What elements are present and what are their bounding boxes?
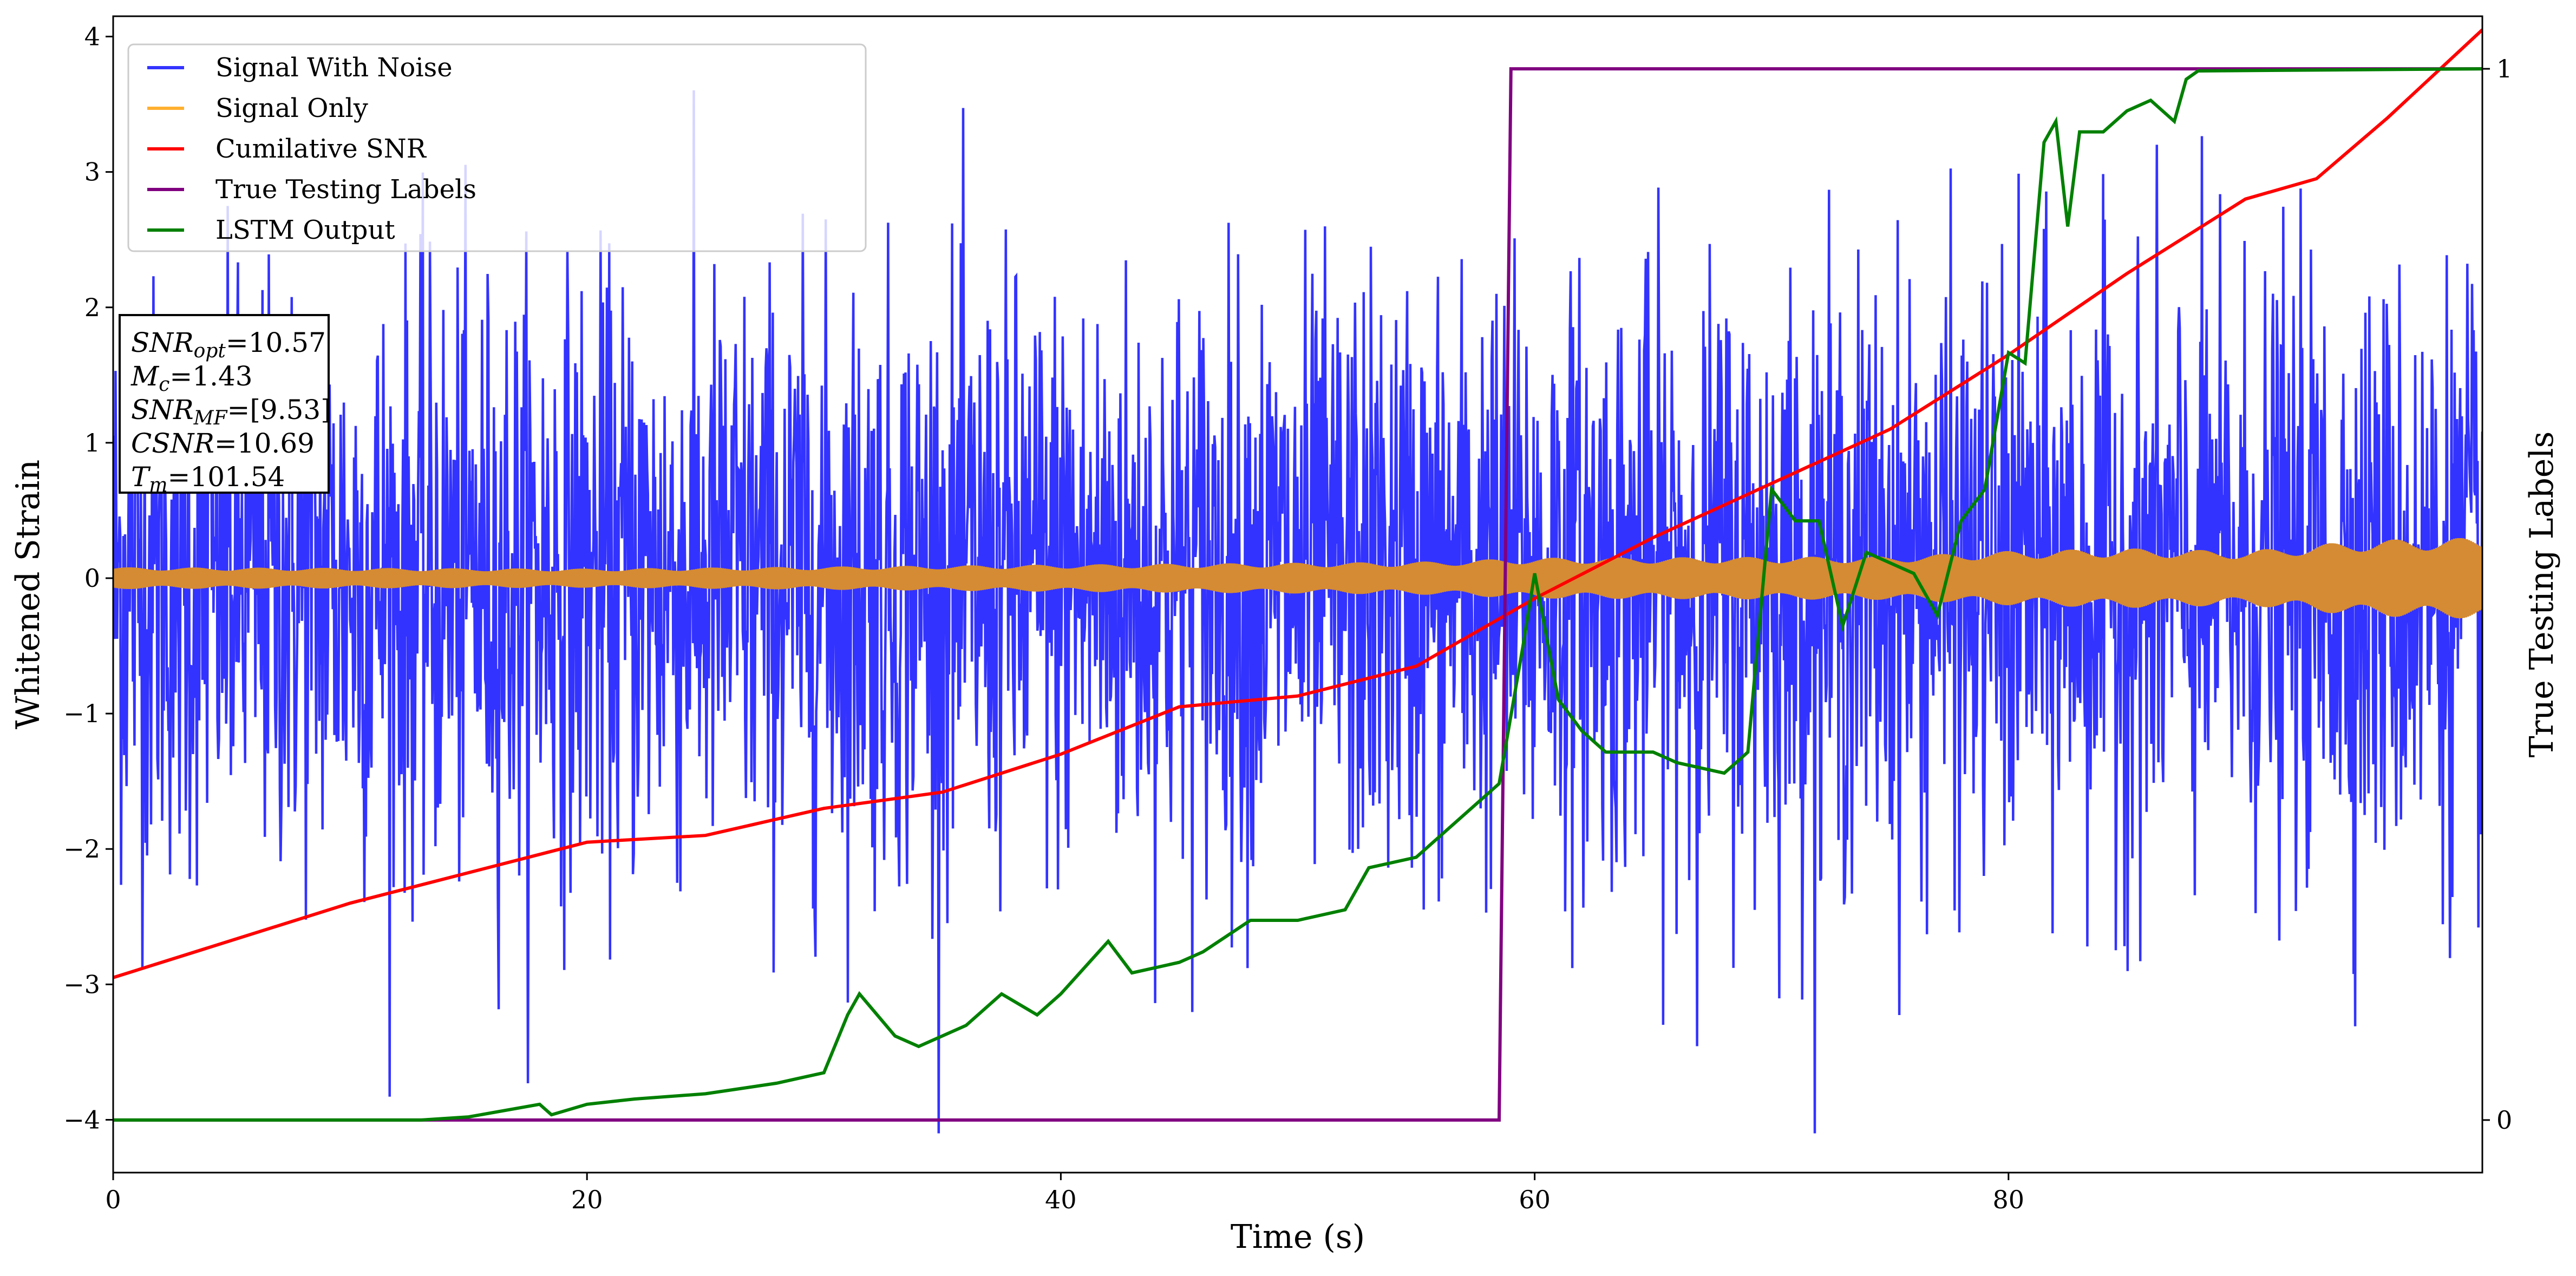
legend-label: Signal Only — [215, 93, 368, 123]
y-tick-label: −4 — [63, 1105, 100, 1134]
lstm-output-line — [113, 67, 2482, 1122]
y-tick-label: 0 — [84, 564, 100, 593]
signal-with-noise-line — [113, 90, 2482, 1134]
plot-series — [113, 28, 2482, 1134]
cumulative-snr-line — [113, 28, 2482, 979]
legend-label: Signal With Noise — [215, 53, 453, 83]
y-tick-label: 2 — [84, 293, 100, 322]
y-axis-right-label: True Testing Labels — [2523, 431, 2561, 758]
x-tick-label: 80 — [1993, 1185, 2025, 1214]
annotation-box: SNRopt=10.57Mc=1.43SNRMF=[9.53]CSNR=10.6… — [119, 314, 331, 496]
x-axis-label: Time (s) — [1231, 1218, 1365, 1256]
signal-only-line — [113, 538, 2482, 619]
x-tick-label: 20 — [571, 1185, 603, 1214]
y-tick-label: −2 — [63, 834, 100, 863]
x-tick-label: 40 — [1045, 1185, 1077, 1214]
y-right-tick-label: 0 — [2496, 1105, 2512, 1135]
y-tick-label: 3 — [84, 158, 100, 187]
y-tick-label: 1 — [84, 428, 100, 457]
true-testing-labels-line — [113, 67, 2482, 1122]
y-tick-label: −3 — [63, 970, 100, 999]
annotation-line: CSNR=10.69 — [131, 428, 315, 459]
y-tick-label: 4 — [84, 22, 100, 51]
legend-label: LSTM Output — [215, 215, 395, 245]
y-tick-label: −1 — [63, 699, 100, 728]
x-tick-label: 60 — [1519, 1185, 1551, 1214]
annotation-line: SNRMF=[9.53] — [131, 394, 331, 429]
legend-label: True Testing Labels — [215, 174, 476, 205]
annotation-line: Mc=1.43 — [130, 361, 253, 396]
legend: Signal With Noise Signal Only Cumilative S… — [127, 43, 867, 252]
legend-label: Cumilative SNR — [215, 134, 427, 164]
annotation-line: Tm=101.54 — [131, 461, 285, 496]
y-axis-label: Whitened Strain — [9, 460, 47, 729]
x-tick-label: 0 — [105, 1185, 121, 1214]
y-right-tick-label: 1 — [2496, 54, 2512, 83]
annotation-line: SNRopt=10.57 — [131, 327, 326, 362]
plot-frame — [112, 15, 2483, 1174]
